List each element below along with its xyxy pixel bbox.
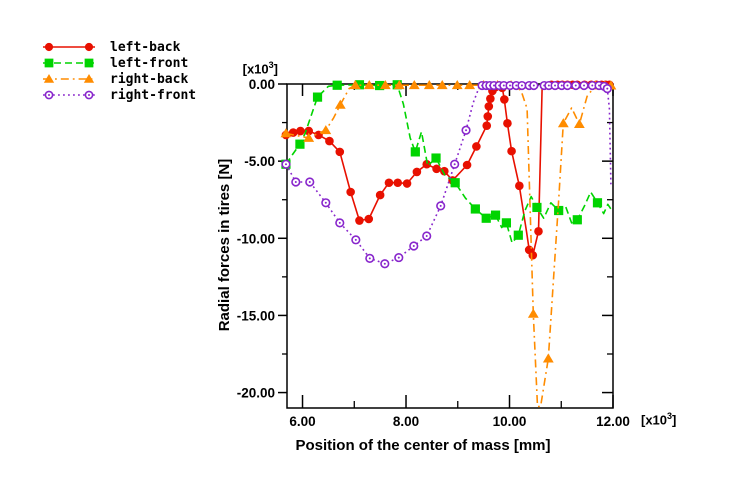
y-axis-title: Radial forces in tires [N] <box>216 158 233 332</box>
svg-text:10.00: 10.00 <box>493 414 527 429</box>
legend-swatch-right-back <box>43 74 95 83</box>
legend-label-left-back: left-back <box>110 39 181 55</box>
x-axis-title: Position of the center of mass [mm] <box>295 437 551 454</box>
legend-item-left-back: left-back <box>40 39 196 55</box>
svg-text:12.00: 12.00 <box>596 414 630 429</box>
svg-text:-15.00: -15.00 <box>237 308 275 323</box>
svg-text:8.00: 8.00 <box>393 414 419 429</box>
legend-swatch-right-front <box>43 90 95 100</box>
legend-item-right-back: right-back <box>40 71 196 87</box>
svg-text:-5.00: -5.00 <box>244 154 275 169</box>
legend-label-right-front: right-front <box>110 87 197 103</box>
y-unit-label: [x103] <box>242 60 278 77</box>
legend-item-left-front: left-front <box>40 55 196 71</box>
legend-swatch-left-back <box>43 42 95 52</box>
svg-text:6.00: 6.00 <box>289 414 315 429</box>
svg-text:-10.00: -10.00 <box>237 231 275 246</box>
x-unit-label: [x103] <box>641 411 677 428</box>
svg-text:0.00: 0.00 <box>249 77 275 92</box>
legend-swatch-left-front <box>43 58 95 68</box>
legend: left-back left-front right-back right-fr… <box>40 39 196 103</box>
legend-item-right-front: right-front <box>40 87 196 103</box>
legend-label-right-back: right-back <box>110 71 189 87</box>
legend-label-left-front: left-front <box>110 55 189 71</box>
svg-text:-20.00: -20.00 <box>237 386 275 401</box>
